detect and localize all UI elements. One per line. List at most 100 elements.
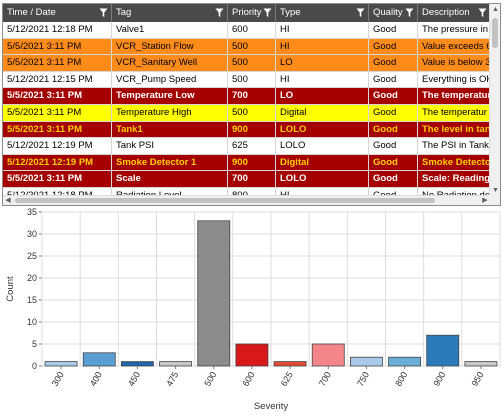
table-cell: 5/12/2021 12:18 PM — [3, 22, 112, 38]
table-row[interactable]: 5/5/2021 3:11 PM VCR_Station Flow 500 HI Goo… — [3, 38, 490, 56]
table-cell: The temperatur — [422, 106, 487, 118]
y-tick-label: 15 — [27, 295, 37, 305]
table-cell: Valve1 — [112, 22, 228, 38]
horizontal-scroll-thumb[interactable] — [15, 198, 435, 203]
table-cell: Tank PSI — [112, 138, 228, 154]
filter-funnel-icon[interactable] — [356, 8, 365, 18]
x-tick-label: 900 — [431, 370, 447, 388]
table-cell: 5/12/2021 12:15 PM — [3, 71, 112, 88]
filter-funnel-icon[interactable] — [405, 8, 414, 18]
table-cell: LO — [276, 55, 369, 71]
table-cell: Good — [369, 171, 418, 187]
y-tick-label: 30 — [27, 229, 37, 239]
severity-bar-chart: 0 5 10 15 20 25 30 35 300 400 450 475 500 600 625 700 75… — [5, 207, 501, 412]
table-cell: LO — [276, 88, 369, 104]
bar — [426, 334, 460, 367]
x-axis-label: Severity — [254, 401, 289, 412]
table-cell: Good — [369, 121, 418, 138]
table-cell: LOLO — [276, 171, 369, 187]
bar — [388, 356, 422, 367]
filter-funnel-icon[interactable] — [99, 8, 108, 18]
bar — [349, 356, 383, 367]
severity-chart: 0 5 10 15 20 25 30 35 300 400 450 475 500 600 625 700 75… — [0, 207, 504, 416]
column-header-label: Type — [280, 7, 301, 18]
table-row[interactable]: 5/12/2021 12:19 PM Smoke Detector 1 900 Dig… — [3, 154, 490, 172]
table-cell: Good — [369, 38, 418, 55]
bar — [273, 361, 307, 367]
table-row[interactable]: 5/5/2021 3:11 PM Scale 700 LOLO Good Scale: R… — [3, 171, 490, 188]
scroll-down-arrow-icon[interactable]: ▼ — [492, 187, 499, 194]
scroll-up-arrow-icon[interactable]: ▲ — [492, 6, 499, 13]
x-tick-label: 450 — [126, 370, 142, 388]
table-row[interactable]: 5/12/2021 12:18 PM Valve1 600 HI Good The pre… — [3, 22, 490, 39]
table-cell: 600 — [228, 22, 276, 38]
table-cell: The temperatur — [422, 90, 490, 102]
x-tick-label: 475 — [164, 370, 180, 388]
filter-funnel-icon[interactable] — [478, 8, 487, 18]
table-cell: HI — [276, 71, 369, 88]
table-cell: Tank1 — [112, 121, 228, 138]
column-header[interactable]: Type — [276, 4, 369, 22]
vertical-scrollbar[interactable]: ▲ ▼ — [489, 4, 500, 196]
column-header-label: Quality — [373, 7, 403, 18]
table-cell: Smoke Detector — [422, 156, 490, 168]
horizontal-scrollbar[interactable]: ◀ ▶ — [3, 195, 490, 205]
column-header-label: Tag — [116, 7, 132, 18]
x-tick-label: 500 — [202, 370, 218, 388]
table-row[interactable]: 5/5/2021 3:11 PM Temperature High 500 Digit… — [3, 104, 490, 122]
table-cell: HI — [276, 22, 369, 38]
bar — [235, 343, 269, 367]
x-tick-label: 800 — [393, 370, 409, 388]
table-cell: 500 — [228, 104, 276, 121]
table-cell: 5/5/2021 3:11 PM — [3, 104, 112, 121]
table-row[interactable]: 5/5/2021 3:11 PM Tank1 900 LOLO Good The leve… — [3, 121, 490, 139]
bar — [159, 361, 193, 367]
table-cell: The PSI in Tank1 — [422, 140, 490, 152]
column-header[interactable]: Quality — [369, 4, 418, 22]
scrollbar-corner — [489, 195, 500, 205]
x-tick-label: 600 — [240, 370, 256, 388]
table-cell: 5/5/2021 3:11 PM — [3, 121, 112, 138]
table-cell: 5/12/2021 12:19 PM — [3, 154, 112, 171]
vertical-scroll-thumb[interactable] — [492, 18, 498, 48]
column-header[interactable]: Tag — [112, 4, 228, 22]
column-header[interactable]: Time / Date — [3, 4, 112, 22]
table-cell: Good — [369, 71, 418, 88]
table-row[interactable]: 5/5/2021 3:11 PM Temperature Low 700 LO Good… — [3, 88, 490, 105]
table-row[interactable]: 5/5/2021 3:11 PM VCR_Sanitary Well 500 LO Go… — [3, 55, 490, 72]
table-cell: 5/5/2021 3:11 PM — [3, 88, 112, 104]
table-cell: 625 — [228, 138, 276, 154]
table-cell: Everything is OK — [422, 73, 490, 85]
column-header-label: Time / Date — [7, 7, 56, 18]
bar — [120, 361, 154, 367]
table-cell: Good — [369, 104, 418, 121]
x-tick-label: 950 — [469, 370, 485, 388]
y-tick-label: 0 — [32, 361, 37, 371]
table-row[interactable]: 5/12/2021 12:15 PM VCR_Pump Speed 500 HI Goo… — [3, 71, 490, 89]
y-tick-label: 20 — [27, 273, 37, 283]
filter-funnel-icon[interactable] — [215, 8, 224, 18]
y-tick-label: 25 — [27, 251, 37, 261]
scroll-right-arrow-icon[interactable]: ▶ — [482, 197, 488, 204]
bar — [311, 343, 345, 367]
filter-funnel-icon[interactable] — [263, 8, 272, 18]
table-cell: LOLO — [276, 121, 369, 138]
table-cell: HI — [276, 38, 369, 55]
table-cell: Good — [369, 154, 418, 171]
table-cell: Good — [369, 138, 418, 154]
table-cell: Smoke Detector 1 — [112, 154, 228, 171]
table-cell: 5/5/2021 3:11 PM — [3, 38, 112, 55]
x-tick-label: 400 — [88, 370, 104, 388]
table-cell: 5/5/2021 3:11 PM — [3, 55, 112, 71]
table-cell: 900 — [228, 121, 276, 138]
table-cell: 700 — [228, 171, 276, 187]
table-cell: LOLO — [276, 138, 369, 154]
table-cell: 5/5/2021 3:11 PM — [3, 171, 112, 187]
y-tick-label: 10 — [27, 317, 37, 327]
scroll-left-arrow-icon[interactable]: ◀ — [5, 197, 11, 204]
column-header[interactable]: Description — [418, 4, 490, 22]
table-row[interactable]: 5/12/2021 12:19 PM Tank PSI 625 LOLO Good The… — [3, 138, 490, 155]
table-cell: Value is below 3 — [422, 57, 490, 69]
column-header[interactable]: Priority — [228, 4, 276, 22]
alarm-grid: Time / Date Tag Priority Type Quality Descrip… — [2, 3, 501, 206]
